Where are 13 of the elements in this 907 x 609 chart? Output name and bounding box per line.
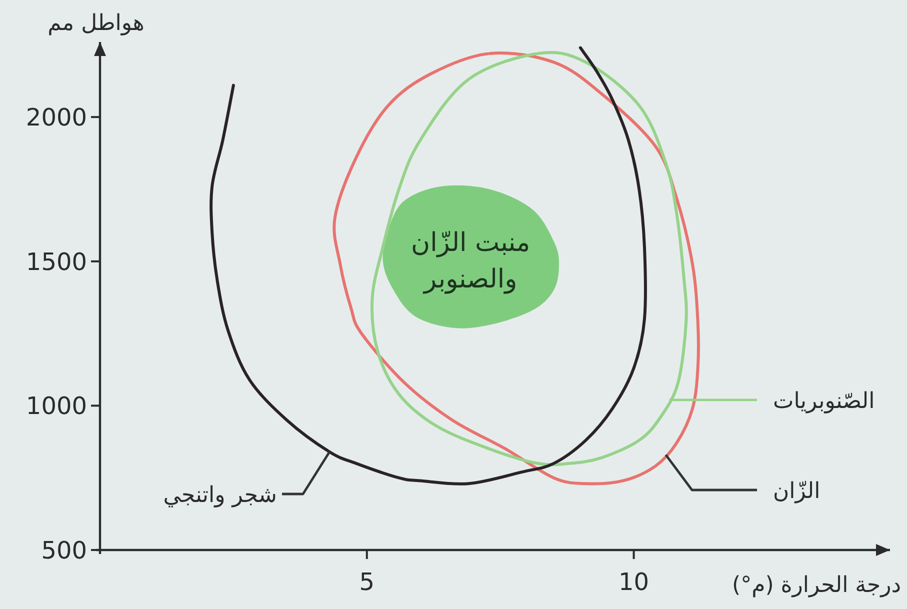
series-label: والصنوبر xyxy=(424,264,518,294)
series-label: الصّنوبريات xyxy=(773,388,875,414)
x-tick-label: 5 xyxy=(359,568,375,596)
y-axis-title: هواطل مم xyxy=(48,11,144,36)
series-label: الزّان xyxy=(773,479,820,504)
x-tick-label: 10 xyxy=(618,568,650,596)
y-tick-label: 1500 xyxy=(26,248,87,276)
y-tick-label: 2000 xyxy=(26,104,87,132)
series-label: منبت الزّان xyxy=(410,228,530,258)
series-label: شجر واتنجي xyxy=(163,483,277,508)
x-axis-title: درجة الحرارة (م°) xyxy=(732,573,901,598)
y-tick-label: 1000 xyxy=(26,392,87,420)
y-tick-label: 500 xyxy=(41,536,87,564)
